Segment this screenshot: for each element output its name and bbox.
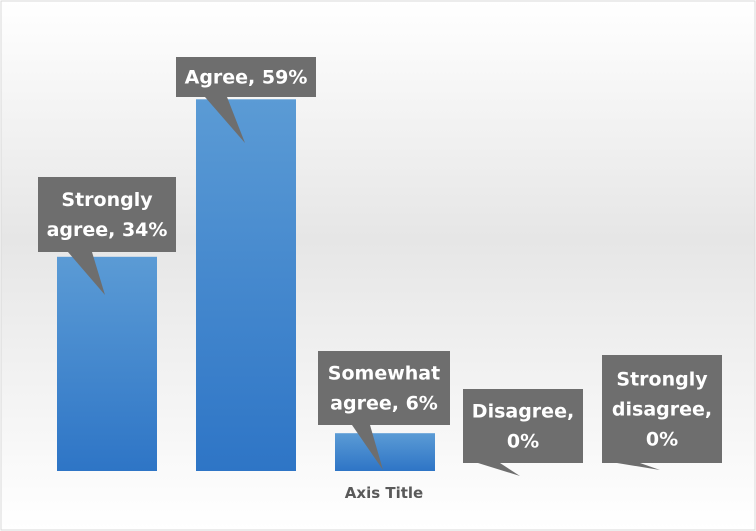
data-label-callout: Agree, 59% [176,57,316,143]
callout-box [602,355,722,463]
bar-strongly-agree [57,256,157,471]
data-label-text: Strongly [61,189,153,211]
data-label-text: 0% [646,429,678,451]
data-labels-layer: Strongly agree, 34% Agree, 59% Somewhat agre… [38,57,722,476]
callout-pointer [68,252,105,295]
bar-agree [196,99,296,472]
data-label-text: Agree, 59% [185,67,308,89]
data-label-text: 0% [507,431,539,453]
bars-layer [57,99,435,472]
data-label-callout: Strongly disagree, 0% [602,355,722,470]
callout-pointer [617,463,660,470]
data-label-text: agree, 6% [330,393,438,415]
data-label-callout: Somewhat agree, 6% [318,351,450,470]
data-label-text: Strongly [616,369,708,391]
callout-pointer [352,425,383,470]
callout-pointer [478,463,520,476]
callout-box [463,389,583,463]
callout-pointer [205,97,245,143]
data-label-text: Somewhat [328,363,440,385]
bar-somewhat-agree [335,433,435,471]
x-axis-title: Axis Title [345,484,423,502]
callout-box [38,177,176,252]
callout-box [318,351,450,425]
data-label-text: agree, 34% [47,219,168,241]
data-label-callout: Disagree, 0% [463,389,583,476]
callout-box [176,57,316,97]
data-label-text: disagree, [612,399,712,421]
data-label-callout: Strongly agree, 34% [38,177,176,295]
data-label-text: Disagree, [472,401,574,423]
